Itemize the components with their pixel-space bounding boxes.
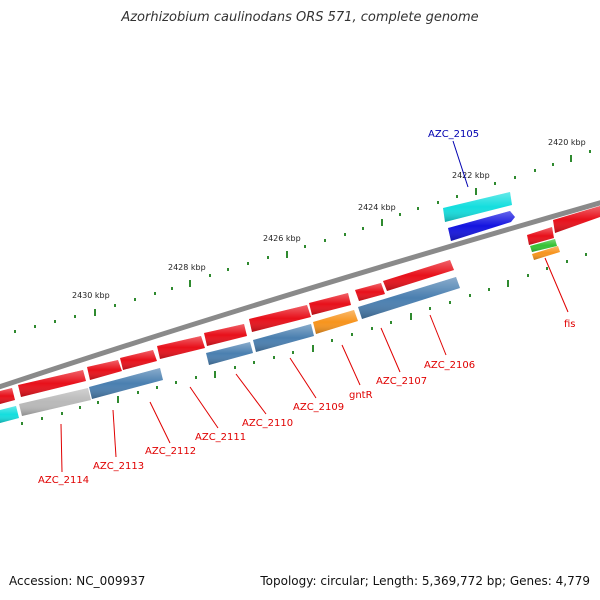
gene-arrow[interactable] xyxy=(0,388,15,404)
gene-arrow[interactable] xyxy=(120,350,157,370)
gene-labels: AZC_2105 fis AZC_2106 AZC_2107 gntR AZC_… xyxy=(38,129,576,486)
gene-label[interactable]: fis xyxy=(564,319,576,330)
gene-arrow[interactable] xyxy=(355,283,385,301)
scale-label: 2422 kbp xyxy=(452,171,490,180)
gene-label[interactable]: AZC_2111 xyxy=(195,432,246,443)
scale-label: 2426 kbp xyxy=(263,234,301,243)
scale-label: 2430 kbp xyxy=(72,291,110,300)
gene-label[interactable]: AZC_2112 xyxy=(145,446,196,457)
gene-arrow[interactable] xyxy=(157,336,205,359)
gene-label[interactable]: AZC_2106 xyxy=(424,360,475,371)
gene-arrow[interactable] xyxy=(0,406,19,423)
map-title: Azorhizobium caulinodans ORS 571, comple… xyxy=(121,10,479,25)
gene-arrow[interactable] xyxy=(204,324,247,346)
gene-label[interactable]: AZC_2114 xyxy=(38,475,89,486)
gene-label[interactable]: AZC_2107 xyxy=(376,376,427,387)
accession-text: Accession: NC_009937 xyxy=(9,574,146,588)
gene-label[interactable]: AZC_2110 xyxy=(242,418,293,429)
scale-label: 2420 kbp xyxy=(548,138,586,147)
genome-stats-text: Topology: circular; Length: 5,369,772 bp… xyxy=(260,574,590,588)
label-leaders xyxy=(60,140,569,473)
scale-label: 2424 kbp xyxy=(358,203,396,212)
outer-tick-ring xyxy=(14,150,591,333)
gene-arrow[interactable] xyxy=(309,293,351,315)
gene-label[interactable]: AZC_2109 xyxy=(293,402,344,413)
gene-label[interactable]: AZC_2105 xyxy=(428,129,479,140)
gene-label[interactable]: gntR xyxy=(349,390,373,401)
scale-label: 2428 kbp xyxy=(168,263,206,272)
gene-arrow[interactable] xyxy=(313,310,358,334)
gene-arrow[interactable] xyxy=(87,360,122,380)
inner-tick-ring xyxy=(21,253,587,425)
gene-label[interactable]: AZC_2113 xyxy=(93,461,144,472)
gene-arrow[interactable] xyxy=(206,342,253,365)
